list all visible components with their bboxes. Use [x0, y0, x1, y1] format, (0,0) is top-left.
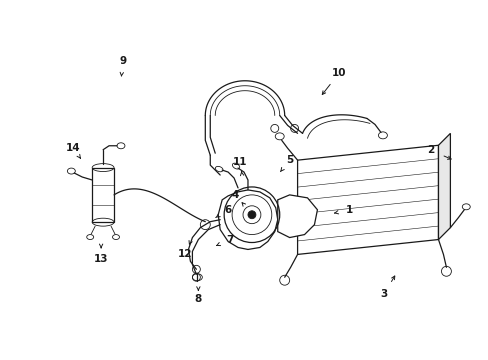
Text: 4: 4 [231, 190, 238, 200]
Polygon shape [92, 168, 114, 222]
Text: 7: 7 [226, 234, 233, 244]
Polygon shape [438, 133, 449, 239]
Circle shape [247, 211, 255, 219]
Text: 6: 6 [224, 205, 231, 215]
Polygon shape [297, 145, 438, 255]
Text: 12: 12 [178, 249, 192, 260]
Text: 10: 10 [331, 68, 346, 78]
Polygon shape [218, 190, 277, 249]
Text: 11: 11 [232, 157, 247, 167]
Text: 14: 14 [66, 143, 81, 153]
Polygon shape [277, 195, 317, 238]
Text: 2: 2 [426, 145, 433, 155]
Text: 9: 9 [119, 56, 126, 66]
Text: 13: 13 [94, 255, 108, 264]
Text: 5: 5 [285, 155, 293, 165]
Text: 8: 8 [194, 294, 202, 304]
Text: 3: 3 [380, 289, 387, 299]
Text: 1: 1 [345, 205, 352, 215]
